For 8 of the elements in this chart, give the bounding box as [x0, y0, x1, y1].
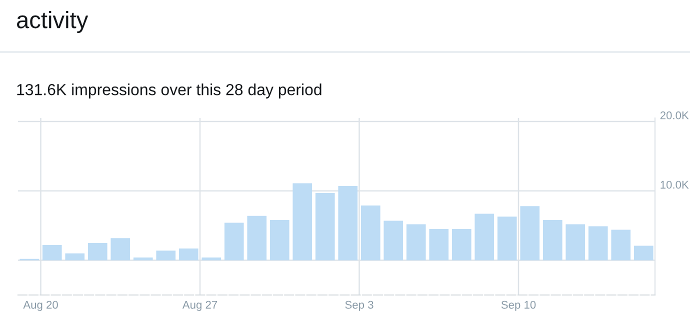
- y-tick-label: 20.0K: [660, 111, 689, 120]
- x-tick-label: Sep 10: [501, 300, 536, 311]
- y-tick-label: 10.0K: [660, 180, 689, 189]
- chart-subtitle: 131.6K impressions over this 28 day period: [17, 84, 322, 98]
- x-tick-label: Sep 3: [345, 300, 374, 311]
- chart-title: activity: [17, 10, 88, 34]
- x-tick-label: Aug 27: [182, 300, 218, 311]
- x-tick-label: Aug 20: [23, 300, 58, 311]
